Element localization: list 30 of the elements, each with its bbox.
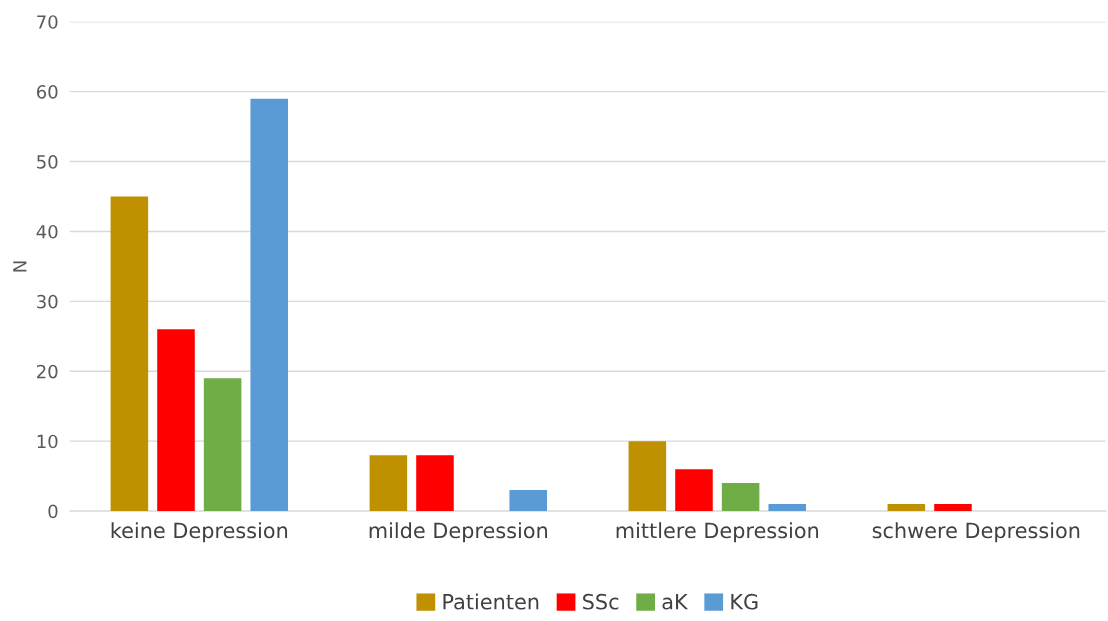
bar — [416, 455, 454, 512]
bar — [934, 504, 972, 512]
y-tick-label: 40 — [36, 224, 58, 239]
bar — [250, 98, 289, 512]
bar — [203, 378, 242, 512]
y-tick-label: 60 — [36, 85, 58, 99]
x-tick-label: schwere Depression — [872, 522, 1080, 543]
bar — [768, 504, 806, 512]
bar — [628, 441, 667, 512]
legend-label: aK — [662, 594, 689, 610]
legend-label: KG — [731, 593, 758, 610]
y-tick-label: 30 — [37, 294, 58, 309]
x-tick-label: mittlere Depression — [616, 522, 819, 543]
y-tick-label: 70 — [37, 15, 58, 29]
legend-label: Patienten — [443, 593, 539, 610]
y-tick-label: 50 — [37, 155, 58, 169]
bar — [887, 504, 926, 512]
bar — [509, 490, 547, 512]
bar — [157, 329, 195, 512]
y-tick-label: 20 — [37, 364, 58, 379]
y-axis-title: N — [13, 261, 27, 272]
bar — [369, 455, 408, 512]
x-tick-label: milde Depression — [369, 522, 548, 543]
bar — [110, 196, 149, 512]
bar — [675, 469, 713, 512]
x-tick-label: keine Depression — [111, 522, 288, 543]
bar — [721, 483, 760, 512]
y-tick-label: 0 — [48, 504, 58, 519]
y-tick-label: 10 — [37, 434, 58, 449]
legend-label: SSc — [583, 593, 619, 610]
